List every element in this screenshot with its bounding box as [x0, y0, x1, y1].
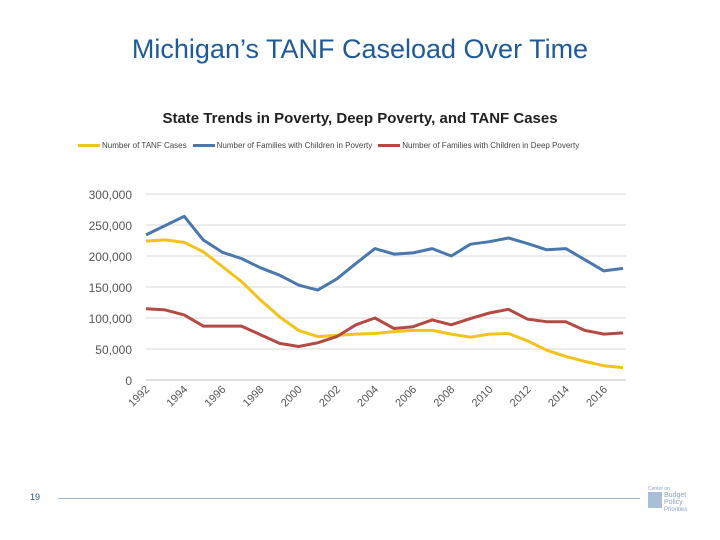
legend-swatch: [78, 144, 100, 147]
y-tick-label: 250,000: [89, 219, 133, 233]
y-tick-label: 0: [125, 374, 132, 388]
x-tick-label: 2010: [470, 384, 496, 410]
y-tick-label: 100,000: [89, 312, 133, 326]
legend-label: Number of Families with Children in Deep…: [402, 141, 580, 150]
footer-divider: [58, 498, 640, 499]
legend-item-tanf: Number of TANF Cases: [78, 141, 187, 150]
y-tick-label: 150,000: [89, 281, 133, 295]
legend: Number of TANF Cases Number of Families …: [78, 141, 579, 150]
legend-label: Number of TANF Cases: [102, 141, 187, 150]
svg-text:Priorities: Priorities: [664, 507, 687, 513]
legend-item-deep-poverty: Number of Families with Children in Deep…: [378, 141, 579, 150]
svg-text:Budget: Budget: [664, 492, 686, 499]
x-tick-label: 2002: [317, 384, 343, 410]
series-line: [145, 214, 624, 292]
x-tick-label: 2000: [279, 384, 305, 410]
legend-swatch: [378, 144, 401, 147]
svg-text:Center on: Center on: [648, 486, 670, 492]
legend-swatch: [192, 144, 215, 147]
x-tick-label: 2014: [546, 384, 572, 410]
x-tick-label: 2008: [432, 384, 458, 410]
page-number: 19: [30, 492, 41, 502]
x-tick-label: 2016: [584, 384, 610, 410]
legend-item-poverty: Number of Families with Children in Pove…: [192, 141, 373, 150]
x-tick-label: 1996: [203, 384, 229, 410]
cbpp-logo: Center on Budget Policy Priorities: [646, 484, 698, 519]
svg-text:Policy: Policy: [664, 499, 683, 506]
x-tick-label: 2012: [508, 384, 534, 410]
slide-title: Michigan’s TANF Caseload Over Time: [131, 34, 589, 64]
x-tick-label: 2006: [393, 384, 419, 410]
series-line: [145, 238, 624, 370]
x-tick-label: 2004: [355, 384, 381, 410]
y-tick-label: 50,000: [95, 343, 132, 357]
legend-label: Number of Families with Children in Pove…: [216, 141, 373, 150]
x-tick-label: 1994: [164, 384, 190, 410]
y-tick-label: 200,000: [89, 250, 133, 264]
x-tick-label: 1998: [241, 384, 267, 410]
series-line: [145, 307, 624, 348]
y-tick-label: 300,000: [89, 188, 133, 202]
chart-title: State Trends in Poverty, Deep Poverty, a…: [162, 110, 558, 127]
